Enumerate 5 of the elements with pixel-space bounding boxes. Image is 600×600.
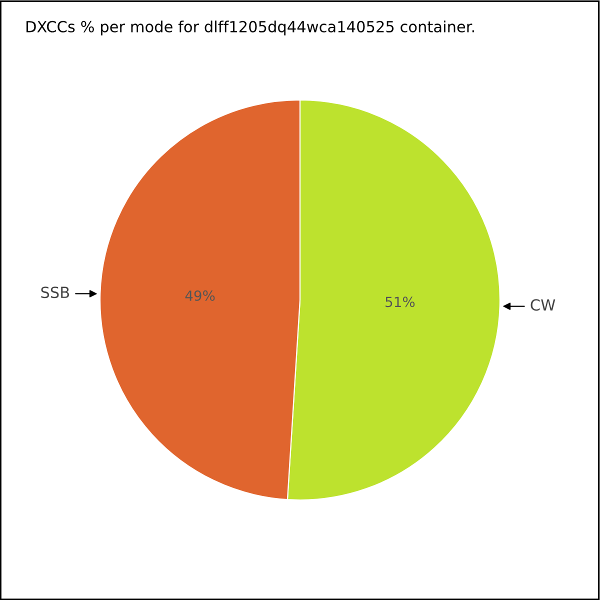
data-label: 49% — [185, 290, 215, 301]
slice-label: CW — [530, 299, 556, 311]
slice-label: SSB — [41, 286, 70, 298]
chart-title: DXCCs % per mode for dlff1205dq44wca140525 container. — [26, 20, 474, 36]
data-label: 51% — [386, 296, 415, 308]
